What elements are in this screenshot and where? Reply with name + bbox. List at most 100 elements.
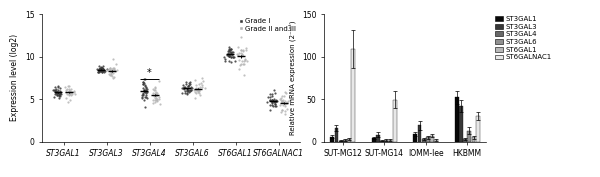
Point	[68, 92, 77, 95]
Point	[226, 50, 235, 53]
Point	[55, 91, 64, 94]
Point	[151, 97, 160, 99]
Point	[96, 69, 106, 72]
Point	[221, 57, 230, 60]
Point	[281, 101, 291, 104]
Bar	[385, 140, 388, 142]
Point	[183, 89, 193, 92]
Point	[53, 91, 63, 94]
Point	[99, 69, 109, 72]
Point	[70, 93, 80, 96]
Point	[242, 59, 251, 62]
Point	[196, 93, 205, 96]
Point	[150, 87, 160, 90]
Point	[267, 104, 277, 106]
Point	[240, 58, 250, 60]
Bar	[434, 140, 438, 142]
Point	[224, 46, 234, 49]
Point	[272, 99, 282, 102]
Point	[151, 92, 160, 94]
Point	[269, 89, 279, 92]
Point	[236, 52, 245, 55]
Point	[139, 86, 148, 89]
Point	[181, 89, 190, 92]
Point	[281, 91, 291, 94]
Point	[267, 98, 277, 101]
Point	[193, 87, 203, 90]
Point	[62, 88, 72, 91]
Point	[140, 95, 149, 98]
Point	[56, 92, 66, 95]
Point	[60, 85, 70, 88]
Point	[104, 68, 114, 71]
Point	[190, 97, 200, 100]
Point	[97, 67, 106, 70]
Point	[139, 78, 148, 81]
Point	[238, 52, 247, 55]
Point	[200, 87, 210, 89]
Point	[141, 88, 151, 91]
Point	[52, 92, 62, 95]
Point	[185, 80, 195, 83]
Point	[185, 83, 195, 86]
Point	[191, 84, 200, 87]
Point	[184, 91, 193, 93]
Point	[271, 105, 281, 108]
Point	[65, 92, 74, 95]
Point	[278, 101, 287, 104]
Point	[139, 99, 149, 102]
Point	[140, 91, 150, 94]
Point	[67, 91, 77, 93]
Point	[52, 92, 61, 95]
Point	[268, 93, 277, 96]
Point	[224, 48, 233, 51]
Point	[196, 86, 205, 89]
Point	[265, 99, 275, 102]
Point	[224, 54, 233, 57]
Point	[180, 85, 190, 88]
Point	[186, 88, 196, 91]
Point	[187, 86, 197, 89]
Point	[225, 51, 235, 54]
Point	[139, 81, 149, 84]
Point	[267, 100, 277, 102]
Point	[280, 91, 290, 94]
Point	[152, 98, 162, 100]
Point	[267, 98, 277, 101]
Point	[276, 97, 286, 99]
Point	[105, 74, 115, 77]
Point	[270, 100, 280, 102]
Point	[64, 91, 74, 93]
Point	[97, 67, 106, 70]
Point	[184, 87, 193, 90]
Point	[238, 48, 248, 51]
Point	[280, 105, 289, 107]
Point	[140, 85, 149, 88]
Point	[152, 99, 162, 102]
Point	[142, 96, 152, 99]
Bar	[413, 134, 417, 142]
Point	[191, 92, 200, 95]
Point	[141, 96, 151, 99]
Point	[262, 100, 271, 103]
Point	[193, 90, 203, 92]
Point	[226, 51, 236, 54]
Point	[53, 86, 63, 89]
Point	[64, 93, 74, 96]
Point	[185, 81, 194, 84]
Point	[223, 51, 232, 54]
Point	[265, 109, 275, 112]
Bar	[335, 128, 338, 142]
Point	[241, 46, 250, 49]
Point	[282, 102, 292, 105]
Point	[108, 58, 118, 61]
Point	[97, 66, 107, 69]
Point	[148, 92, 158, 94]
Point	[49, 88, 58, 91]
Point	[194, 89, 204, 92]
Point	[97, 67, 107, 70]
Point	[182, 81, 191, 84]
Point	[151, 93, 161, 96]
Point	[152, 93, 161, 95]
Point	[56, 90, 65, 93]
